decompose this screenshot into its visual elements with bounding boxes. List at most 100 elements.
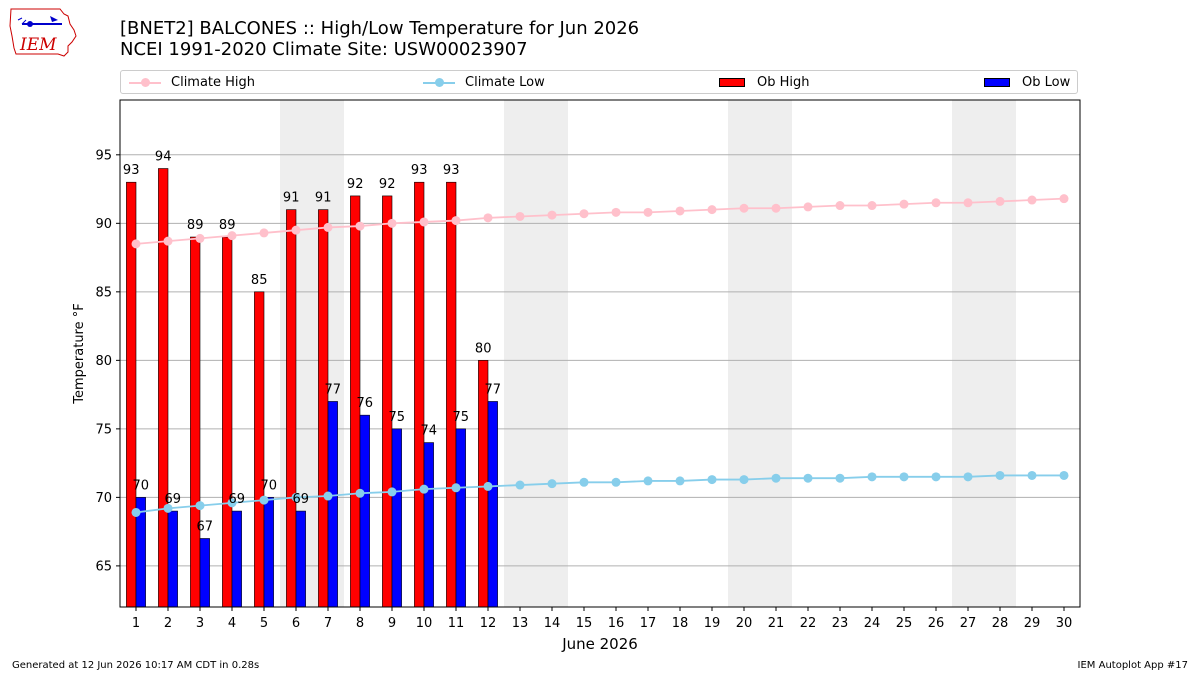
ob-low-label-day-2: 69 [165,492,182,507]
x-tick-label-8: 8 [356,616,364,631]
ob-low-label-day-4: 69 [229,492,246,507]
ob-high-label-day-8: 92 [347,177,364,192]
x-tick-label-3: 3 [196,616,204,631]
ob-low-bar-day-3 [199,538,210,608]
climate-low-marker-swatch [435,78,444,87]
ob-low-label-day-1: 70 [133,478,150,493]
weekend-shade-day-28 [984,100,1016,607]
y-tick-label-95: 95 [95,148,112,163]
x-tick-label-12: 12 [480,616,497,631]
climate-low-point-day-24 [867,472,877,482]
climate-low-point-day-7 [323,491,333,501]
ob-high-bar-day-7 [318,209,329,608]
ob-high-label-day-3: 89 [187,218,204,233]
climate-low-line [135,474,1064,514]
climate-high-point-day-16 [611,207,621,217]
climate-low-point-day-15 [579,477,589,487]
x-tick-label-19: 19 [704,616,721,631]
ob-high-swatch [719,78,745,87]
ob-low-bar-day-5 [263,497,274,608]
climate-low-point-day-13 [515,480,525,490]
x-tick-label-21: 21 [768,616,785,631]
ob-high-bar-day-3 [190,236,201,608]
ob-low-label-day-8: 76 [357,396,374,411]
x-tick-label-15: 15 [576,616,593,631]
ob-low-label-day-11: 75 [453,410,470,425]
climate-high-point-day-17 [643,207,653,217]
x-tick-label-14: 14 [544,616,561,631]
climate-high-point-day-22 [803,202,813,212]
climate-high-point-day-19 [707,205,717,215]
title-line-1: [BNET2] BALCONES :: High/Low Temperature… [120,18,640,39]
x-tick-label-24: 24 [864,616,881,631]
ob-low-bar-day-7 [327,401,338,608]
y-axis-label: Temperature °F [72,303,87,404]
x-tick-label-27: 27 [960,616,977,631]
climate-low-point-day-12 [483,481,493,491]
x-tick-label-29: 29 [1024,616,1041,631]
climate-low-point-day-5 [259,495,269,505]
legend-label-climate-low: Climate Low [465,75,545,90]
climate-high-point-day-5 [259,228,269,238]
ob-low-bar-day-9 [391,428,402,608]
climate-low-point-day-2 [163,503,173,513]
ob-low-label-day-5: 70 [261,478,278,493]
ob-low-bar-day-4 [231,510,242,608]
legend-label-climate-high: Climate High [171,75,256,90]
ob-low-label-day-3: 67 [197,519,214,534]
climate-high-point-day-6 [291,225,301,235]
climate-low-point-day-30 [1059,470,1069,480]
climate-high-point-day-26 [931,198,941,208]
ob-high-bar-day-2 [158,168,169,608]
climate-high-point-day-23 [835,201,845,211]
y-tick-label-70: 70 [95,491,112,506]
climate-low-point-day-22 [803,473,813,483]
climate-high-point-day-13 [515,211,525,221]
climate-low-point-day-11 [451,483,461,493]
climate-high-point-day-4 [227,231,237,241]
climate-low-point-day-29 [1027,470,1037,480]
x-tick-label-18: 18 [672,616,689,631]
ob-high-label-day-5: 85 [251,273,268,288]
climate-high-point-day-15 [579,209,589,219]
ob-high-label-day-12: 80 [475,341,492,356]
title-line-2: NCEI 1991-2020 Climate Site: USW00023907 [120,39,528,60]
x-tick-label-17: 17 [640,616,657,631]
climate-low-point-day-28 [995,470,1005,480]
x-tick-label-23: 23 [832,616,849,631]
x-axis-label: June 2026 [561,635,638,653]
climate-high-point-day-21 [771,203,781,213]
climate-high-point-day-29 [1027,195,1037,205]
ob-low-label-day-10: 74 [421,424,438,439]
climate-high-point-day-25 [899,199,909,209]
ob-low-bar-day-8 [359,414,370,608]
x-tick-label-1: 1 [132,616,140,631]
climate-high-line [135,197,1065,245]
ob-low-label-day-9: 75 [389,410,406,425]
weekend-shading [280,100,1016,607]
iem-logo: IEM [8,6,80,60]
y-tick-label-65: 65 [95,559,112,574]
climate-low-point-day-16 [611,477,621,487]
logo-text: IEM [19,35,57,55]
x-tick-label-2: 2 [164,616,172,631]
x-tick-label-7: 7 [324,616,332,631]
x-tick-label-4: 4 [228,616,236,631]
x-tick-label-11: 11 [448,616,465,631]
x-tick-label-20: 20 [736,616,753,631]
climate-low-point-day-3 [195,501,205,511]
climate-high-point-day-12 [483,213,493,223]
weekend-shade-day-21 [760,100,792,607]
ob-low-label-day-6: 69 [293,492,310,507]
x-tick-label-28: 28 [992,616,1009,631]
climate-high-marker-swatch [141,78,150,87]
climate-low-point-day-25 [899,472,909,482]
ob-low-bar-day-11 [455,428,466,608]
chart-title: [BNET2] BALCONES :: High/Low Temperature… [120,18,639,60]
climate-low-point-day-23 [835,473,845,483]
legend-label-ob-low: Ob Low [1022,75,1071,90]
climate-high-point-day-28 [995,196,1005,206]
generated-timestamp: Generated at 12 Jun 2026 10:17 AM CDT in… [12,660,260,671]
